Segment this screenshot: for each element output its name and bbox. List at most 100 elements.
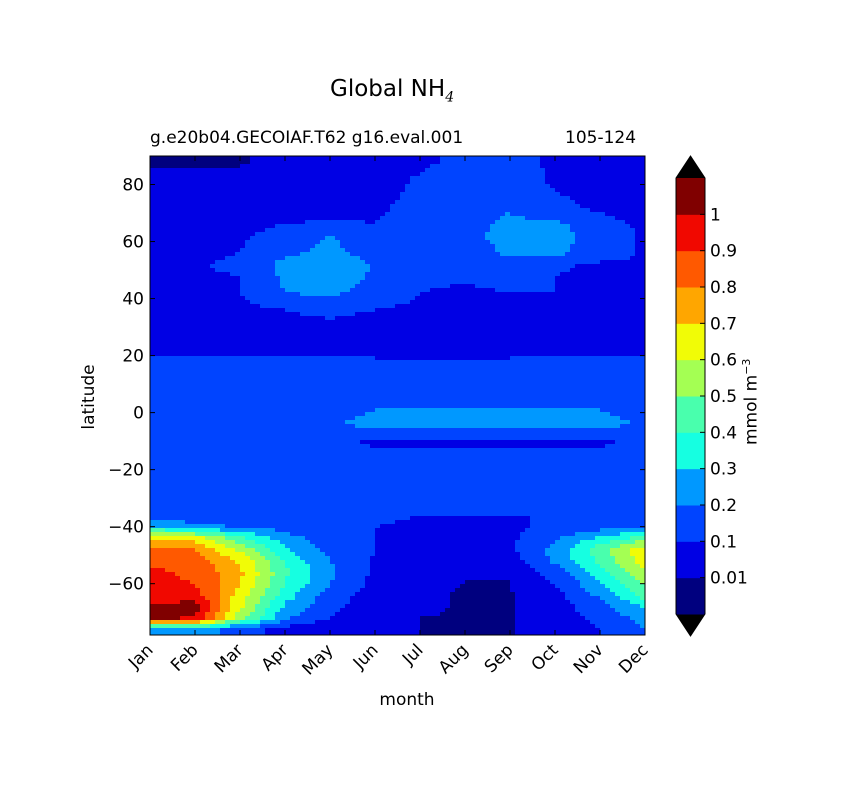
contour-cell: [435, 180, 441, 185]
contour-cell: [275, 276, 281, 281]
contour-cell: [465, 312, 471, 317]
contour-cell: [495, 224, 501, 229]
contour-cell: [510, 200, 516, 205]
contour-cell: [480, 204, 486, 209]
contour-cell: [370, 260, 376, 265]
contour-cell: [435, 312, 441, 317]
contour-cell: [330, 244, 336, 249]
contour-cell: [575, 308, 581, 313]
contour-cell: [640, 160, 645, 165]
contour-cell: [435, 316, 441, 321]
contour-cell: [370, 200, 376, 205]
contour-cell: [510, 296, 516, 301]
contour-cell: [605, 352, 611, 357]
contour-cell: [635, 244, 641, 249]
contour-cell: [325, 268, 331, 273]
contour-cell: [435, 300, 441, 305]
contour-cell: [640, 352, 645, 357]
contour-cell: [410, 180, 416, 185]
contour-cell: [520, 180, 526, 185]
contour-cell: [175, 356, 181, 361]
contour-cell: [270, 192, 276, 197]
contour-cell: [215, 160, 221, 165]
contour-cell: [555, 276, 561, 281]
contour-cell: [335, 284, 341, 289]
contour-cell: [305, 184, 311, 189]
contour-cell: [375, 164, 381, 169]
contour-cell: [355, 224, 361, 229]
contour-cell: [250, 352, 256, 357]
contour-cell: [515, 208, 521, 213]
contour-cell: [590, 164, 596, 169]
contour-cell: [300, 168, 306, 173]
contour-cell: [300, 184, 306, 189]
contour-cell: [635, 348, 641, 353]
contour-cell: [335, 268, 341, 273]
contour-cell: [630, 280, 636, 285]
contour-cell: [510, 344, 516, 349]
contour-cell: [445, 196, 451, 201]
contour-cell: [225, 204, 231, 209]
contour-cell: [285, 252, 291, 257]
contour-cell: [530, 212, 536, 217]
contour-cell: [485, 320, 491, 325]
contour-cell: [250, 344, 256, 349]
contour-cell: [285, 324, 291, 329]
contour-cell: [625, 292, 631, 297]
contour-cell: [240, 220, 246, 225]
contour-cell: [440, 272, 446, 277]
contour-cell: [325, 196, 331, 201]
contour-cell: [600, 272, 606, 277]
contour-cell: [575, 252, 581, 257]
contour-cell: [255, 160, 261, 165]
contour-cell: [245, 188, 251, 193]
contour-cell: [210, 260, 216, 265]
contour-cell: [520, 156, 526, 161]
contour-cell: [345, 328, 351, 333]
contour-cell: [635, 256, 641, 261]
contour-cell: [360, 300, 366, 305]
contour-cell: [635, 216, 641, 221]
contour-cell: [455, 252, 461, 257]
contour-cell: [315, 280, 321, 285]
contour-cell: [165, 260, 171, 265]
contour-cell: [205, 348, 211, 353]
contour-cell: [530, 280, 536, 285]
contour-cell: [525, 284, 531, 289]
contour-cell: [455, 208, 461, 213]
contour-cell: [200, 172, 206, 177]
contour-cell: [405, 316, 411, 321]
contour-cell: [560, 288, 566, 293]
contour-cell: [590, 180, 596, 185]
contour-cell: [165, 336, 171, 341]
contour-cell: [635, 220, 641, 225]
contour-cell: [365, 356, 371, 361]
contour-cell: [475, 268, 481, 273]
contour-cell: [295, 216, 301, 221]
contour-cell: [225, 340, 231, 345]
contour-cell: [365, 264, 371, 269]
contour-cell: [375, 192, 381, 197]
contour-cell: [445, 172, 451, 177]
contour-cell: [550, 256, 556, 261]
contour-cell: [365, 180, 371, 185]
contour-cell: [360, 312, 366, 317]
contour-cell: [500, 248, 506, 253]
contour-cell: [220, 336, 226, 341]
contour-cell: [275, 296, 281, 301]
contour-cell: [200, 176, 206, 181]
contour-cell: [325, 296, 331, 301]
contour-cell: [590, 196, 596, 201]
contour-cell: [345, 288, 351, 293]
contour-cell: [390, 192, 396, 197]
contour-cell: [515, 232, 521, 237]
contour-cell: [250, 308, 256, 313]
contour-cell: [455, 268, 461, 273]
contour-cell: [420, 192, 426, 197]
contour-cell: [535, 188, 541, 193]
contour-cell: [470, 260, 476, 265]
contour-cell: [165, 288, 171, 293]
contour-cell: [415, 292, 421, 297]
contour-cell: [425, 248, 431, 253]
contour-cell: [425, 236, 431, 241]
